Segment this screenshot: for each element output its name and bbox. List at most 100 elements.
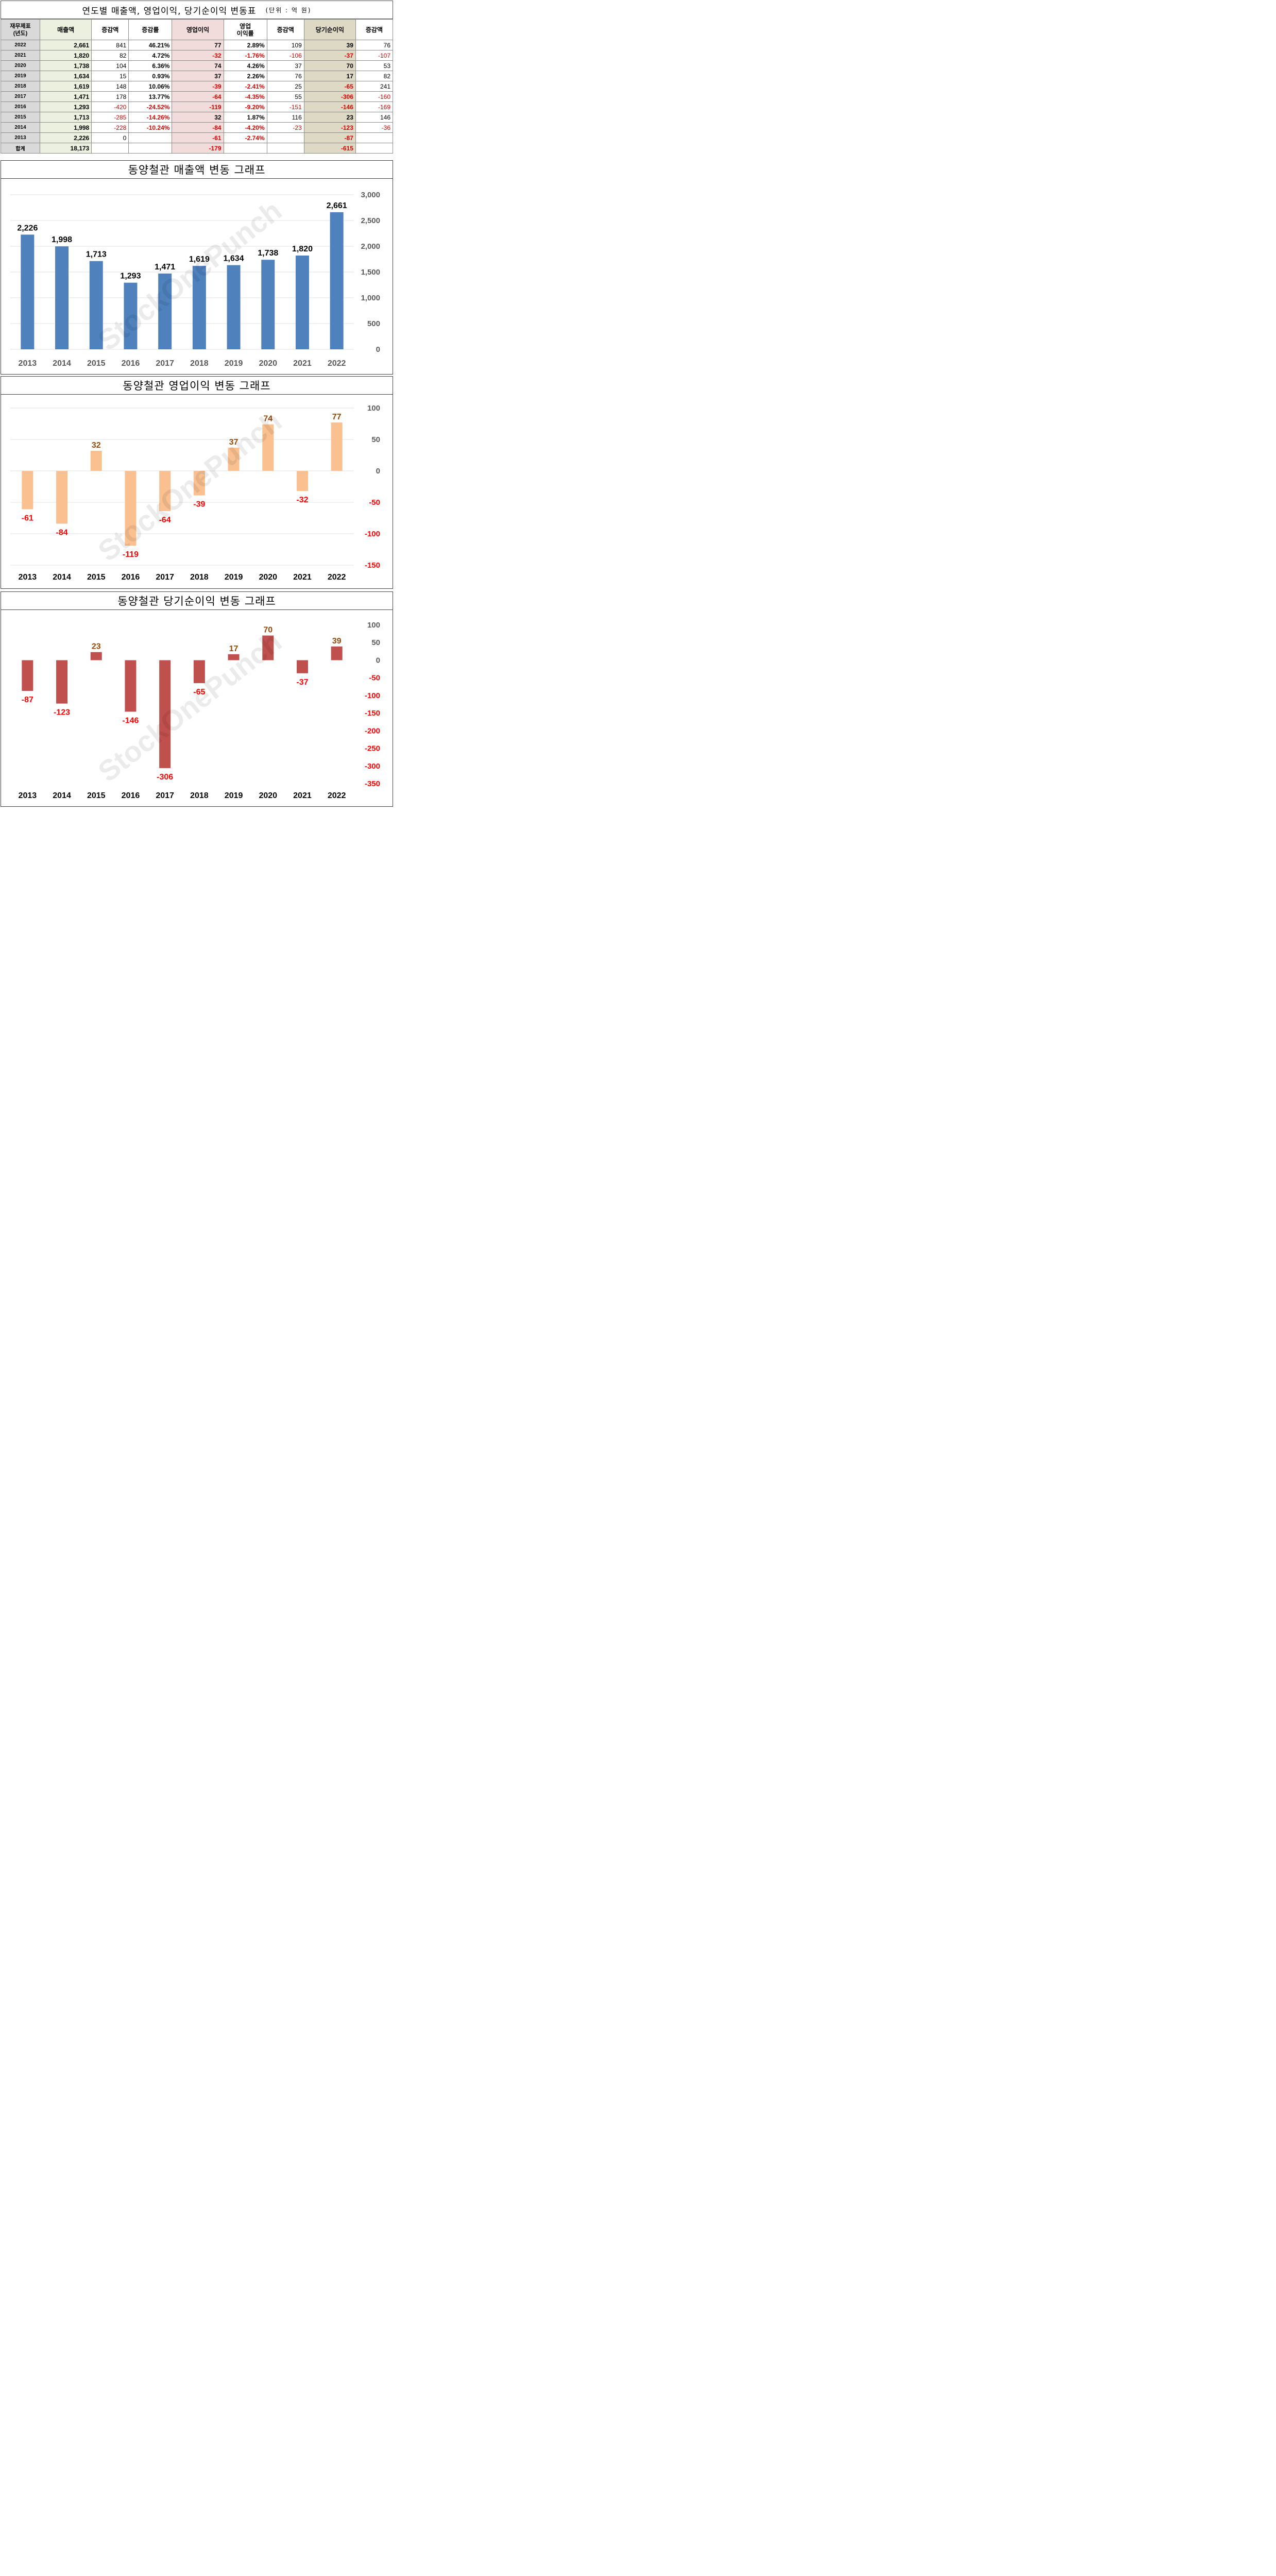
data-label: 37 bbox=[229, 438, 239, 447]
cell-op-change: 76 bbox=[266, 71, 304, 81]
bar bbox=[295, 256, 309, 349]
cell-sales: 1,998 bbox=[40, 122, 92, 133]
cell-sales-rate: 13.77% bbox=[128, 91, 173, 102]
x-tick-label: 2022 bbox=[328, 791, 346, 800]
y-tick-label: 100 bbox=[367, 404, 380, 413]
net-income-chart-panel: 동양철관 당기순이익 변동 그래프 -350 -300 -250 -200 -150 -1… bbox=[1, 591, 393, 807]
table-title: 연도별 매출액, 영업이익, 당기순이익 변동표 bbox=[82, 6, 257, 16]
cell-year: 2017 bbox=[0, 91, 41, 102]
x-tick-label: 2019 bbox=[225, 359, 243, 368]
bar bbox=[125, 471, 137, 546]
data-label: 1,738 bbox=[258, 249, 278, 258]
cell-sales-rate: 46.21% bbox=[128, 40, 173, 50]
header-year: 재무제표 (년도) bbox=[0, 19, 41, 40]
cell-year: 2020 bbox=[0, 60, 41, 71]
bar bbox=[228, 654, 240, 660]
data-label: -146 bbox=[122, 716, 139, 725]
bar bbox=[55, 246, 69, 349]
cell-operating-margin: -4.35% bbox=[223, 91, 267, 102]
bar bbox=[22, 660, 33, 691]
cell-sales: 1,738 bbox=[40, 60, 92, 71]
x-tick-label: 2017 bbox=[156, 791, 174, 800]
x-tick-label: 2018 bbox=[190, 791, 209, 800]
data-label: 77 bbox=[332, 413, 342, 421]
y-tick-label: 3,000 bbox=[361, 191, 380, 199]
y-tick-label: 1,000 bbox=[361, 294, 380, 302]
bar bbox=[261, 260, 275, 349]
cell-op-change: -23 bbox=[266, 122, 304, 133]
table-row: 2014 1,998 -228 -10.24% -84 -4.20% -23 -123 -36 bbox=[0, 122, 394, 133]
table-body: 2022 2,661 841 46.21% 77 2.89% 109 39 76 2021 1,82… bbox=[0, 40, 394, 154]
cell-operating-profit: 37 bbox=[172, 71, 224, 81]
cell-net-income: 70 bbox=[303, 60, 356, 71]
table-title-bar: 연도별 매출액, 영업이익, 당기순이익 변동표 (단위 : 억 원) bbox=[1, 1, 393, 19]
data-label: 1,820 bbox=[292, 245, 313, 253]
table-row: 2017 1,471 178 13.77% -64 -4.35% 55 -306 -160 bbox=[0, 91, 394, 102]
cell-sales: 2,661 bbox=[40, 40, 92, 50]
cell-operating-profit: -61 bbox=[172, 132, 224, 143]
cell-sales-rate: -24.52% bbox=[128, 101, 173, 112]
cell-op-change: 37 bbox=[266, 60, 304, 71]
header-net-income: 당기순이익 bbox=[303, 19, 356, 40]
cell-operating-profit: -32 bbox=[172, 50, 224, 61]
cell-sales: 1,634 bbox=[40, 71, 92, 81]
data-label: 2,661 bbox=[327, 201, 347, 210]
x-tick-label: 2020 bbox=[259, 573, 277, 582]
cell-net-income: -87 bbox=[303, 132, 356, 143]
cell-operating-profit: 74 bbox=[172, 60, 224, 71]
table-header-row: 재무제표 (년도) 매출액 증감액 증감률 영업이익 영업 이익률 증감액 당기… bbox=[0, 19, 394, 40]
x-tick-label: 2014 bbox=[53, 573, 71, 582]
x-tick-label: 2021 bbox=[293, 573, 312, 582]
table-row: 2021 1,820 82 4.72% -32 -1.76% -106 -37 -107 bbox=[0, 50, 394, 61]
cell-net-change: 76 bbox=[355, 40, 394, 50]
cell-net-change: 146 bbox=[355, 112, 394, 123]
total-sales: 18,173 bbox=[40, 143, 92, 154]
cell-operating-margin: 1.87% bbox=[223, 112, 267, 123]
header-operating-margin: 영업 이익률 bbox=[223, 19, 267, 40]
data-label: 2,226 bbox=[17, 224, 38, 232]
bar bbox=[331, 422, 343, 471]
cell-sales-rate: 0.93% bbox=[128, 71, 173, 81]
cell-op-change: 116 bbox=[266, 112, 304, 123]
cell-op-change: 109 bbox=[266, 40, 304, 50]
bar bbox=[22, 471, 33, 510]
cell-op-change: 55 bbox=[266, 91, 304, 102]
cell-year: 2016 bbox=[0, 101, 41, 112]
data-label: -123 bbox=[54, 708, 70, 717]
cell-sales-rate: 6.36% bbox=[128, 60, 173, 71]
data-label: -306 bbox=[157, 773, 173, 782]
cell-sales-change: -285 bbox=[91, 112, 129, 123]
cell-net-change: 53 bbox=[355, 60, 394, 71]
cell-year: 2019 bbox=[0, 71, 41, 81]
cell-sales-change: -420 bbox=[91, 101, 129, 112]
y-tick-label: -350 bbox=[365, 779, 380, 788]
header-op-change: 증감액 bbox=[266, 19, 304, 40]
cell-operating-profit: 32 bbox=[172, 112, 224, 123]
cell-net-change: 82 bbox=[355, 71, 394, 81]
total-net-income: -615 bbox=[303, 143, 356, 154]
data-label: -32 bbox=[296, 496, 308, 504]
y-tick-label: 50 bbox=[371, 435, 380, 444]
cell-op-change: -151 bbox=[266, 101, 304, 112]
data-label: 1,634 bbox=[224, 255, 244, 263]
data-label: -84 bbox=[56, 528, 67, 537]
cell-sales-change: 82 bbox=[91, 50, 129, 61]
net-income-chart: -350 -300 -250 -200 -150 -100 -50 0 50 100 -87 2013… bbox=[19, 621, 380, 800]
cell-sales-rate: -14.26% bbox=[128, 112, 173, 123]
net-income-chart-title: 동양철관 당기순이익 변동 그래프 bbox=[1, 592, 393, 610]
data-label: 1,713 bbox=[86, 250, 107, 259]
bar bbox=[262, 424, 274, 471]
data-label: -87 bbox=[22, 696, 33, 704]
cell-sales: 1,471 bbox=[40, 91, 92, 102]
total-operating-margin bbox=[223, 143, 267, 154]
table-unit: (단위 : 억 원) bbox=[265, 6, 312, 14]
operating-profit-chart-title: 동양철관 영업이익 변동 그래프 bbox=[1, 377, 393, 395]
bar bbox=[124, 282, 138, 349]
data-label: 1,471 bbox=[155, 263, 175, 272]
table-row: 2016 1,293 -420 -24.52% -119 -9.20% -151 -146 -1… bbox=[0, 101, 394, 112]
x-tick-label: 2017 bbox=[156, 573, 174, 582]
cell-operating-margin: -2.74% bbox=[223, 132, 267, 143]
bar bbox=[330, 212, 344, 349]
y-tick-label: 0 bbox=[376, 467, 380, 476]
table-row: 2022 2,661 841 46.21% 77 2.89% 109 39 76 bbox=[0, 40, 394, 50]
